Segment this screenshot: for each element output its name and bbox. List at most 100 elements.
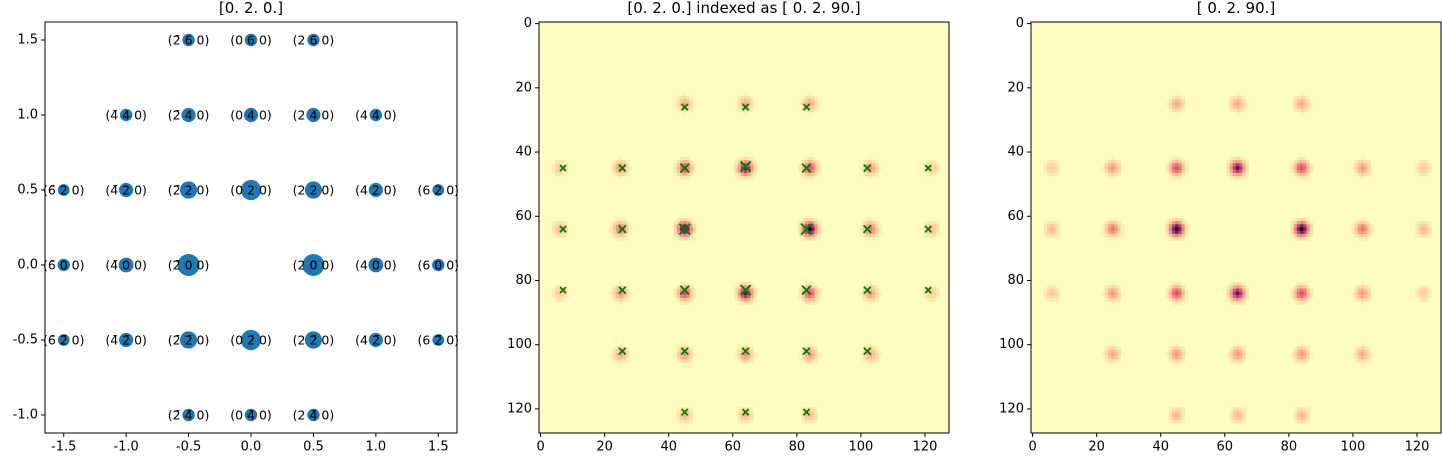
heatmap-spot <box>1415 160 1432 177</box>
heatmap-spot <box>673 343 697 366</box>
x-tick-label: 40 <box>660 440 677 455</box>
point-label: (0 4̄ 0) <box>230 408 272 423</box>
x-tick-label: 100 <box>1341 440 1366 455</box>
y-tick-label: 80 <box>1007 273 1024 288</box>
heatmap-spot <box>1290 217 1314 241</box>
data-point <box>240 329 262 351</box>
heatmap-spot <box>1290 92 1314 116</box>
heatmap-spot <box>734 92 758 116</box>
heatmap-spot <box>1101 343 1125 366</box>
data-point <box>244 408 258 422</box>
data-point <box>243 107 259 123</box>
x-tick-label: -1.0 <box>113 440 138 455</box>
point-label: (2 2 0) <box>293 183 335 198</box>
data-point <box>302 254 325 276</box>
y-tick-label: 20 <box>515 80 532 95</box>
heatmap-spot <box>734 282 758 305</box>
data-point <box>57 258 70 272</box>
y-tick-label: 100 <box>507 337 532 352</box>
point-label: (4 2 0) <box>355 183 397 198</box>
y-tick-label: 1.5 <box>17 33 38 48</box>
scatter-panel: [0. 2. 0.] (2̄ 6 0) (0 6 0) (2 6 0) (4̄ 4 0)… <box>13 0 459 455</box>
point-label: (4 0 0) <box>355 258 397 273</box>
y-tick-label: 60 <box>515 209 532 224</box>
heatmap-spot <box>551 160 569 177</box>
heatmap-spot <box>1101 156 1125 180</box>
heatmap-spot <box>1226 92 1250 116</box>
x-tick-label: 60 <box>725 440 742 455</box>
cross-marker <box>680 347 689 356</box>
cross-marker <box>863 286 872 295</box>
cross-marker <box>617 224 627 234</box>
cross-marker <box>681 408 689 416</box>
data-point <box>182 408 195 422</box>
cross-marker <box>801 163 812 174</box>
x-tick-label: 0.0 <box>241 440 262 455</box>
heatmap-spot <box>1226 282 1250 305</box>
data-point <box>307 408 320 422</box>
x-tick-label: 120 <box>913 440 938 455</box>
heatmap-spot <box>609 217 633 241</box>
y-tick-label: 20 <box>1007 80 1024 95</box>
point-label: (2 4 0) <box>293 108 335 123</box>
heatmap-spot <box>609 282 633 305</box>
heatmap-spot <box>1043 221 1061 238</box>
point-label: (2̄ 2̄ 0) <box>168 333 210 348</box>
point-label: (2 4̄ 0) <box>293 408 335 423</box>
axes-frame <box>538 21 950 434</box>
point-label: (2̄ 4 0) <box>168 108 210 123</box>
heatmap-panel: [ 0. 2. 90.] 0 0 20 20 40 40 60 60 80 80 100 100 120 1… <box>999 0 1442 455</box>
cross-marker <box>741 347 750 356</box>
heatmap-image <box>1031 22 1441 433</box>
heatmap-spot <box>798 92 822 116</box>
x-tick-label: 20 <box>596 440 613 455</box>
cross-marker <box>924 225 932 233</box>
point-label: (4̄ 0 0) <box>105 258 147 273</box>
heatmap-spot <box>1165 343 1189 366</box>
y-tick-label: 120 <box>999 401 1024 416</box>
point-label: (4̄ 4 0) <box>105 108 147 123</box>
data-point <box>432 334 445 346</box>
cross-marker <box>924 164 932 172</box>
chart-title: [0. 2. 0.] indexed as [ 0. 2. 90.] <box>627 0 860 17</box>
cross-marker <box>801 285 812 296</box>
data-point <box>177 254 200 276</box>
y-tick-label: 0.0 <box>17 258 38 273</box>
y-tick-label: 0.5 <box>17 183 38 198</box>
heatmap-spot <box>1226 343 1250 366</box>
heatmap-image <box>539 22 949 433</box>
heatmap-spot <box>1101 282 1125 305</box>
data-point <box>179 331 198 349</box>
y-tick-label: 40 <box>1007 145 1024 160</box>
heatmap-spot <box>1351 343 1375 366</box>
point-label: (2 0 0) <box>293 258 335 273</box>
data-point <box>306 107 321 123</box>
cross-marker <box>559 164 567 172</box>
point-label: (2̄ 6 0) <box>168 33 210 48</box>
x-tick-label: 0.5 <box>303 440 324 455</box>
cross-marker <box>559 225 567 233</box>
data-point <box>244 33 258 47</box>
heatmap-spot <box>1101 217 1125 241</box>
cross-marker <box>741 103 750 111</box>
heatmap-background <box>539 22 949 433</box>
x-tick-label: 20 <box>1088 440 1105 455</box>
heatmap-spot <box>673 92 697 116</box>
axes-frame <box>44 21 458 434</box>
y-tick-label: -0.5 <box>13 333 38 348</box>
heatmap-spot <box>1165 282 1189 305</box>
point-label: (6̄ 0 0) <box>43 258 85 273</box>
data-point <box>432 258 445 272</box>
point-label: (2̄ 2 0) <box>168 183 210 198</box>
y-tick-label: 0 <box>524 16 532 31</box>
cross-marker <box>679 163 690 174</box>
point-label: (4̄ 2̄ 0) <box>105 333 147 348</box>
heatmap-spot <box>1168 407 1186 424</box>
x-tick-label: 1.0 <box>366 440 387 455</box>
y-tick-label: 60 <box>1007 209 1024 224</box>
cross-marker <box>618 286 627 295</box>
heatmap-spot <box>1290 156 1314 180</box>
point-label: (2 2̄ 0) <box>293 333 335 348</box>
y-tick-label: 1.0 <box>17 108 38 123</box>
